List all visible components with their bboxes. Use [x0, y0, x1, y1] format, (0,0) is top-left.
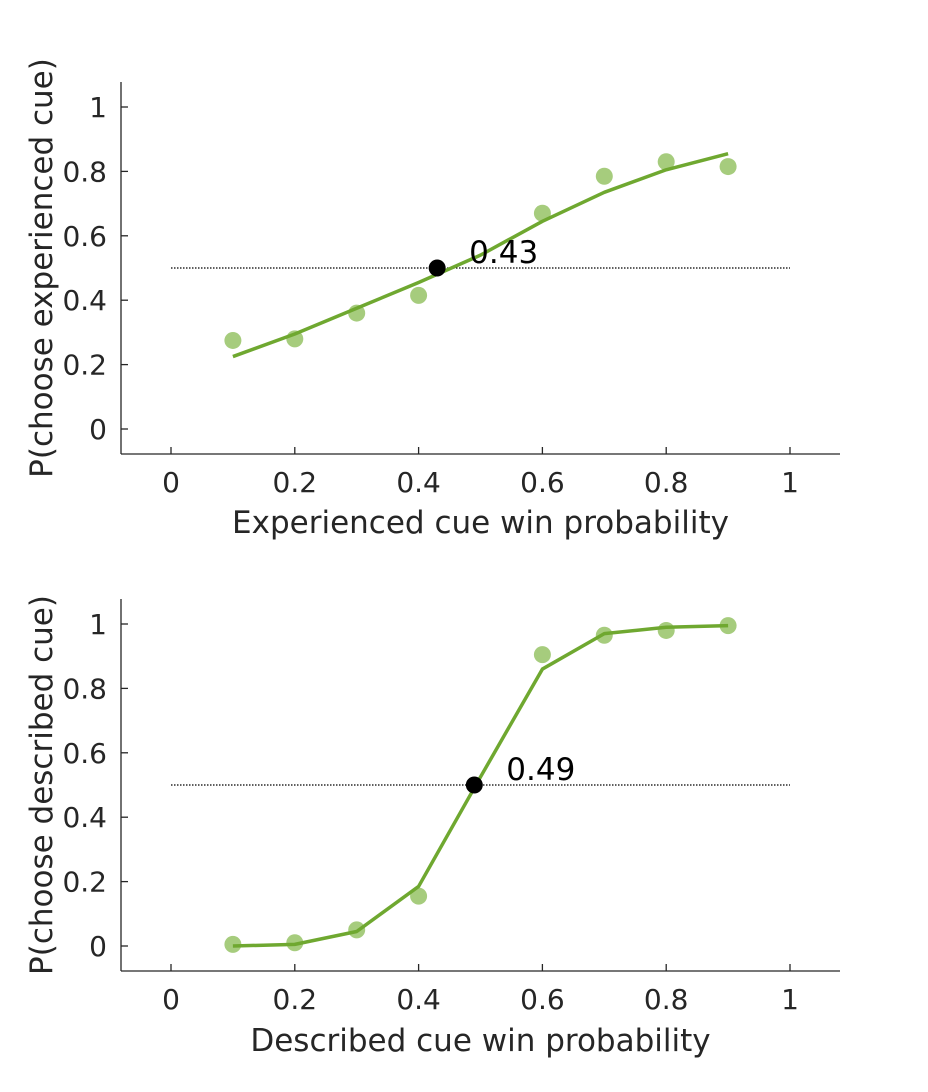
threshold-label: 0.49: [506, 752, 575, 788]
y-tick-label: 0.2: [62, 866, 107, 899]
y-tick-label: 0: [89, 930, 107, 963]
x-tick-label: 0.6: [520, 466, 565, 499]
data-point: [224, 331, 242, 349]
threshold-point: [465, 776, 483, 794]
threshold-label: 0.43: [469, 235, 538, 271]
x-tick-label: 0: [162, 983, 180, 1016]
x-tick-label: 0.2: [273, 466, 318, 499]
data-point: [410, 286, 428, 304]
y-tick-label: 0.8: [62, 672, 107, 705]
y-tick-label: 0.4: [62, 284, 107, 317]
data-point: [719, 158, 737, 176]
y-tick-label: 0.6: [62, 220, 107, 253]
x-ticks: 0 0.2 0.4 0.6 0.8 1: [162, 447, 799, 499]
y-tick-label: 0.2: [62, 349, 107, 382]
y-tick-label: 1: [89, 91, 107, 124]
y-tick-label: 0: [89, 413, 107, 446]
x-tick-label: 0.8: [644, 466, 689, 499]
y-tick-label: 0.6: [62, 737, 107, 770]
data-point: [533, 646, 551, 664]
data-point: [410, 887, 428, 905]
experienced-cue-panel: 0 0.2 0.4 0.6 0.8 1 0 0.2 0.4 0.6 0.8 1 0.43 Exper…: [24, 58, 840, 541]
y-tick-label: 0.4: [62, 801, 107, 834]
y-ticks: 0 0.2 0.4 0.6 0.8 1: [62, 91, 128, 446]
x-tick-label: 1: [781, 466, 799, 499]
x-tick-label: 0.8: [644, 983, 689, 1016]
y-axis-label: P(choose experienced cue): [24, 58, 60, 478]
y-tick-label: 1: [89, 608, 107, 641]
x-ticks: 0 0.2 0.4 0.6 0.8 1: [162, 964, 799, 1016]
data-point: [657, 621, 675, 639]
x-tick-label: 0.4: [396, 466, 441, 499]
x-tick-label: 0.6: [520, 983, 565, 1016]
y-axis-label: P(choose described cue): [24, 595, 60, 975]
y-ticks: 0 0.2 0.4 0.6 0.8 1: [62, 608, 128, 963]
data-point: [657, 153, 675, 171]
x-tick-label: 0: [162, 466, 180, 499]
x-tick-label: 0.4: [396, 983, 441, 1016]
fit-curve: [232, 151, 729, 359]
threshold-point: [428, 259, 446, 277]
x-tick-label: 1: [781, 983, 799, 1016]
fit-curve: [232, 623, 729, 948]
x-axis-label: Experienced cue win probability: [232, 505, 729, 541]
x-axis-label: Described cue win probability: [250, 1023, 710, 1059]
x-tick-label: 0.2: [273, 983, 318, 1016]
described-cue-panel: 0 0.2 0.4 0.6 0.8 1 0 0.2 0.4 0.6 0.8 1 0.49 Descr…: [24, 595, 840, 1059]
y-tick-label: 0.8: [62, 155, 107, 188]
data-point: [595, 167, 613, 185]
